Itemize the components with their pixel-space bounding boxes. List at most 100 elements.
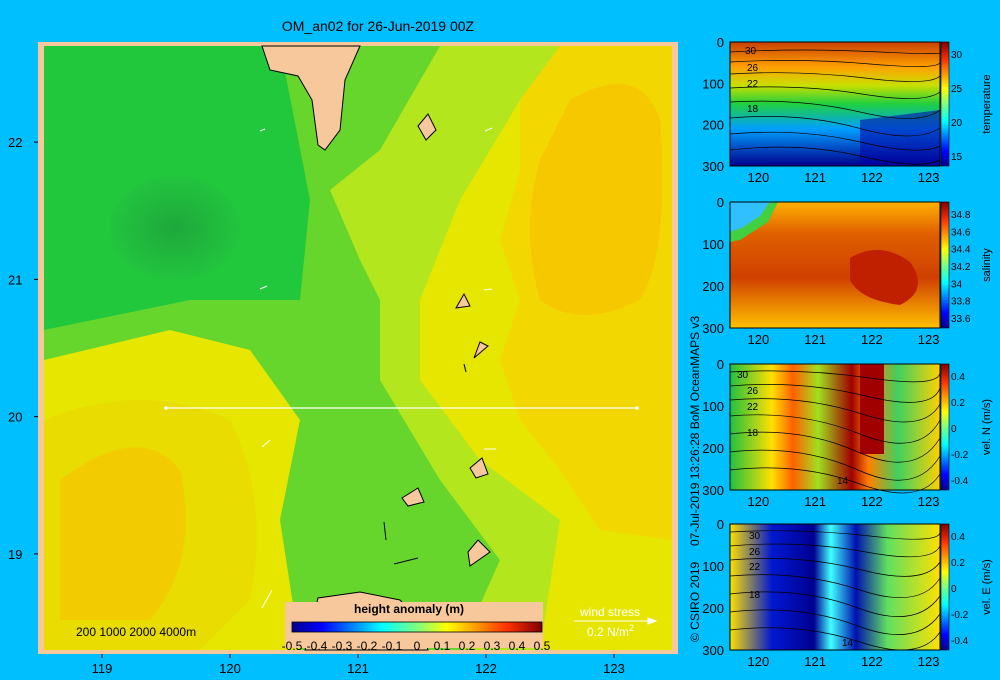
- vel-n-contours: [729, 370, 941, 494]
- section-y-tick-label: 300: [702, 321, 724, 336]
- section-x-tick-label: 122: [861, 494, 883, 509]
- wind-arrow-head: [647, 617, 658, 625]
- height-region-southwest-high: [60, 447, 186, 620]
- map-x-tick-label: 120: [219, 661, 241, 676]
- height-colorbar: [291, 621, 543, 633]
- map-x-tick-label: 122: [475, 661, 497, 676]
- section-colorbar-tick-label: -0.4: [951, 636, 969, 647]
- map-y-tick-label: 21: [8, 272, 22, 287]
- colorbar-tick-label: -0.4: [307, 639, 328, 653]
- panel-axes: 120 121 122 123010020030030252015temperatur…: [702, 35, 993, 669]
- vel-n-contour-label: 30: [737, 370, 749, 381]
- transect-end: [635, 406, 639, 410]
- section-colorbar-tick-label: 0.4: [951, 372, 965, 383]
- panel-salinity: [729, 201, 950, 329]
- vel-n-contour-label: 14: [837, 476, 849, 487]
- section-colorbar-tick-label: 15: [951, 152, 963, 163]
- wind-arrow: [261, 439, 271, 448]
- vel-e-contour-label: 14: [842, 638, 854, 649]
- height-region-eddy: [110, 176, 240, 280]
- temperature-contour-label: 30: [745, 46, 757, 57]
- reef-1: [383, 521, 387, 541]
- section-x-tick-label: 121: [804, 332, 826, 347]
- land-north: [261, 45, 361, 151]
- section-y-tick-label: 200: [702, 118, 724, 133]
- copyright: © CSIRO 2019: [688, 561, 702, 642]
- section-y-tick-label: 0: [717, 517, 724, 532]
- section-colorbar-tick-label: 0.2: [951, 398, 965, 409]
- vel-e-contour-label: 22: [749, 562, 761, 573]
- section-x-tick-label: 122: [861, 170, 883, 185]
- wind-arrows: [259, 127, 658, 625]
- wind-arrow: [259, 285, 268, 290]
- island-4: [469, 457, 489, 479]
- wind-stress-scale: 0.2 N/m2: [587, 623, 634, 639]
- colorbar-label: height anomaly (m): [354, 602, 464, 616]
- colorbar-tick-label: -0.5: [282, 639, 303, 653]
- salinity-fresh-corner: [730, 202, 770, 232]
- section-colorbar-tick-label: 0.2: [951, 558, 965, 569]
- vel-e-contours: [729, 530, 941, 651]
- salinity-colorbar: [940, 201, 950, 329]
- section-y-tick-label: 300: [702, 483, 724, 498]
- island-2: [455, 292, 471, 309]
- colorbar-tick-label: 0.2: [459, 639, 476, 653]
- section-colorbar-tick-label: 0.4: [951, 532, 965, 543]
- colorbar-tick-label: -0.1: [382, 639, 403, 653]
- vel-n-colorbar: [940, 363, 950, 491]
- colorbar-tick-label: 0: [414, 639, 421, 653]
- reef-3: [463, 363, 467, 373]
- section-x-tick-label: 120: [748, 332, 770, 347]
- section-y-tick-label: 100: [702, 399, 724, 414]
- section-x-tick-label: 120: [748, 654, 770, 669]
- temperature-frame: [729, 41, 941, 167]
- section-y-tick-label: 100: [702, 559, 724, 574]
- panel-temperature: 30 26 22 18: [729, 41, 950, 167]
- section-x-tick-label: 122: [861, 654, 883, 669]
- section-colorbar-tick-label: -0.4: [951, 476, 969, 487]
- section-x-tick-label: 123: [918, 332, 940, 347]
- section-colorbar-label: vel. E (m/s): [981, 559, 993, 615]
- island-5: [401, 487, 425, 507]
- section-colorbar-tick-label: 34.6: [951, 227, 971, 238]
- vel-e-contour-label: 18: [749, 590, 761, 601]
- map-x-tick-label: 119: [92, 661, 113, 676]
- panel-vel-n: 30 26 22 18 14: [729, 363, 950, 494]
- section-colorbar-tick-label: 34: [951, 279, 963, 290]
- section-y-tick-label: 300: [702, 159, 724, 174]
- colorbar-ticks: -0.5 -0.4 -0.3 -0.2 -0.1 0 0.1 0.2 0.3 0.4 0.5: [282, 639, 551, 653]
- section-x-tick-label: 121: [804, 654, 826, 669]
- vel-e-contour-label: 26: [749, 547, 761, 558]
- section-colorbar-tick-label: -0.2: [951, 610, 969, 621]
- height-region-east-high: [530, 84, 663, 315]
- island-1: [417, 113, 437, 141]
- section-colorbar-tick-label: 0: [951, 424, 957, 435]
- vel-e-field: [730, 524, 940, 650]
- section-x-tick-label: 121: [804, 170, 826, 185]
- colorbar-tick-label: 0.1: [434, 639, 451, 653]
- colorbar-tick-label: 0.3: [484, 639, 501, 653]
- temperature-contour-label: 22: [747, 79, 759, 90]
- vel-n-contour-label: 22: [747, 402, 759, 413]
- wind-arrow: [483, 288, 493, 291]
- section-x-tick-label: 120: [748, 170, 770, 185]
- section-colorbar-tick-label: 20: [951, 118, 963, 129]
- temperature-deep-shift: [860, 110, 940, 166]
- colorbar-tick-label: -0.3: [332, 639, 353, 653]
- depth-legend: 200 1000 2000 4000m: [76, 625, 196, 639]
- section-colorbar-label: vel. N (m/s): [981, 399, 993, 455]
- section-x-tick-label: 120: [748, 494, 770, 509]
- wind-arrow: [261, 589, 273, 609]
- map-x-tick-label: 123: [603, 661, 625, 676]
- island-3: [473, 341, 489, 359]
- section-x-tick-label: 123: [918, 170, 940, 185]
- section-y-tick-label: 0: [717, 35, 724, 50]
- salinity-frame: [729, 201, 941, 329]
- section-y-tick-label: 0: [717, 195, 724, 210]
- map-y-axis: 22 21 20 19: [8, 135, 38, 562]
- section-x-tick-label: 121: [804, 494, 826, 509]
- section-colorbar-tick-label: -0.2: [951, 450, 969, 461]
- temperature-colorbar: [940, 41, 950, 167]
- vel-n-contour-label: 26: [747, 386, 759, 397]
